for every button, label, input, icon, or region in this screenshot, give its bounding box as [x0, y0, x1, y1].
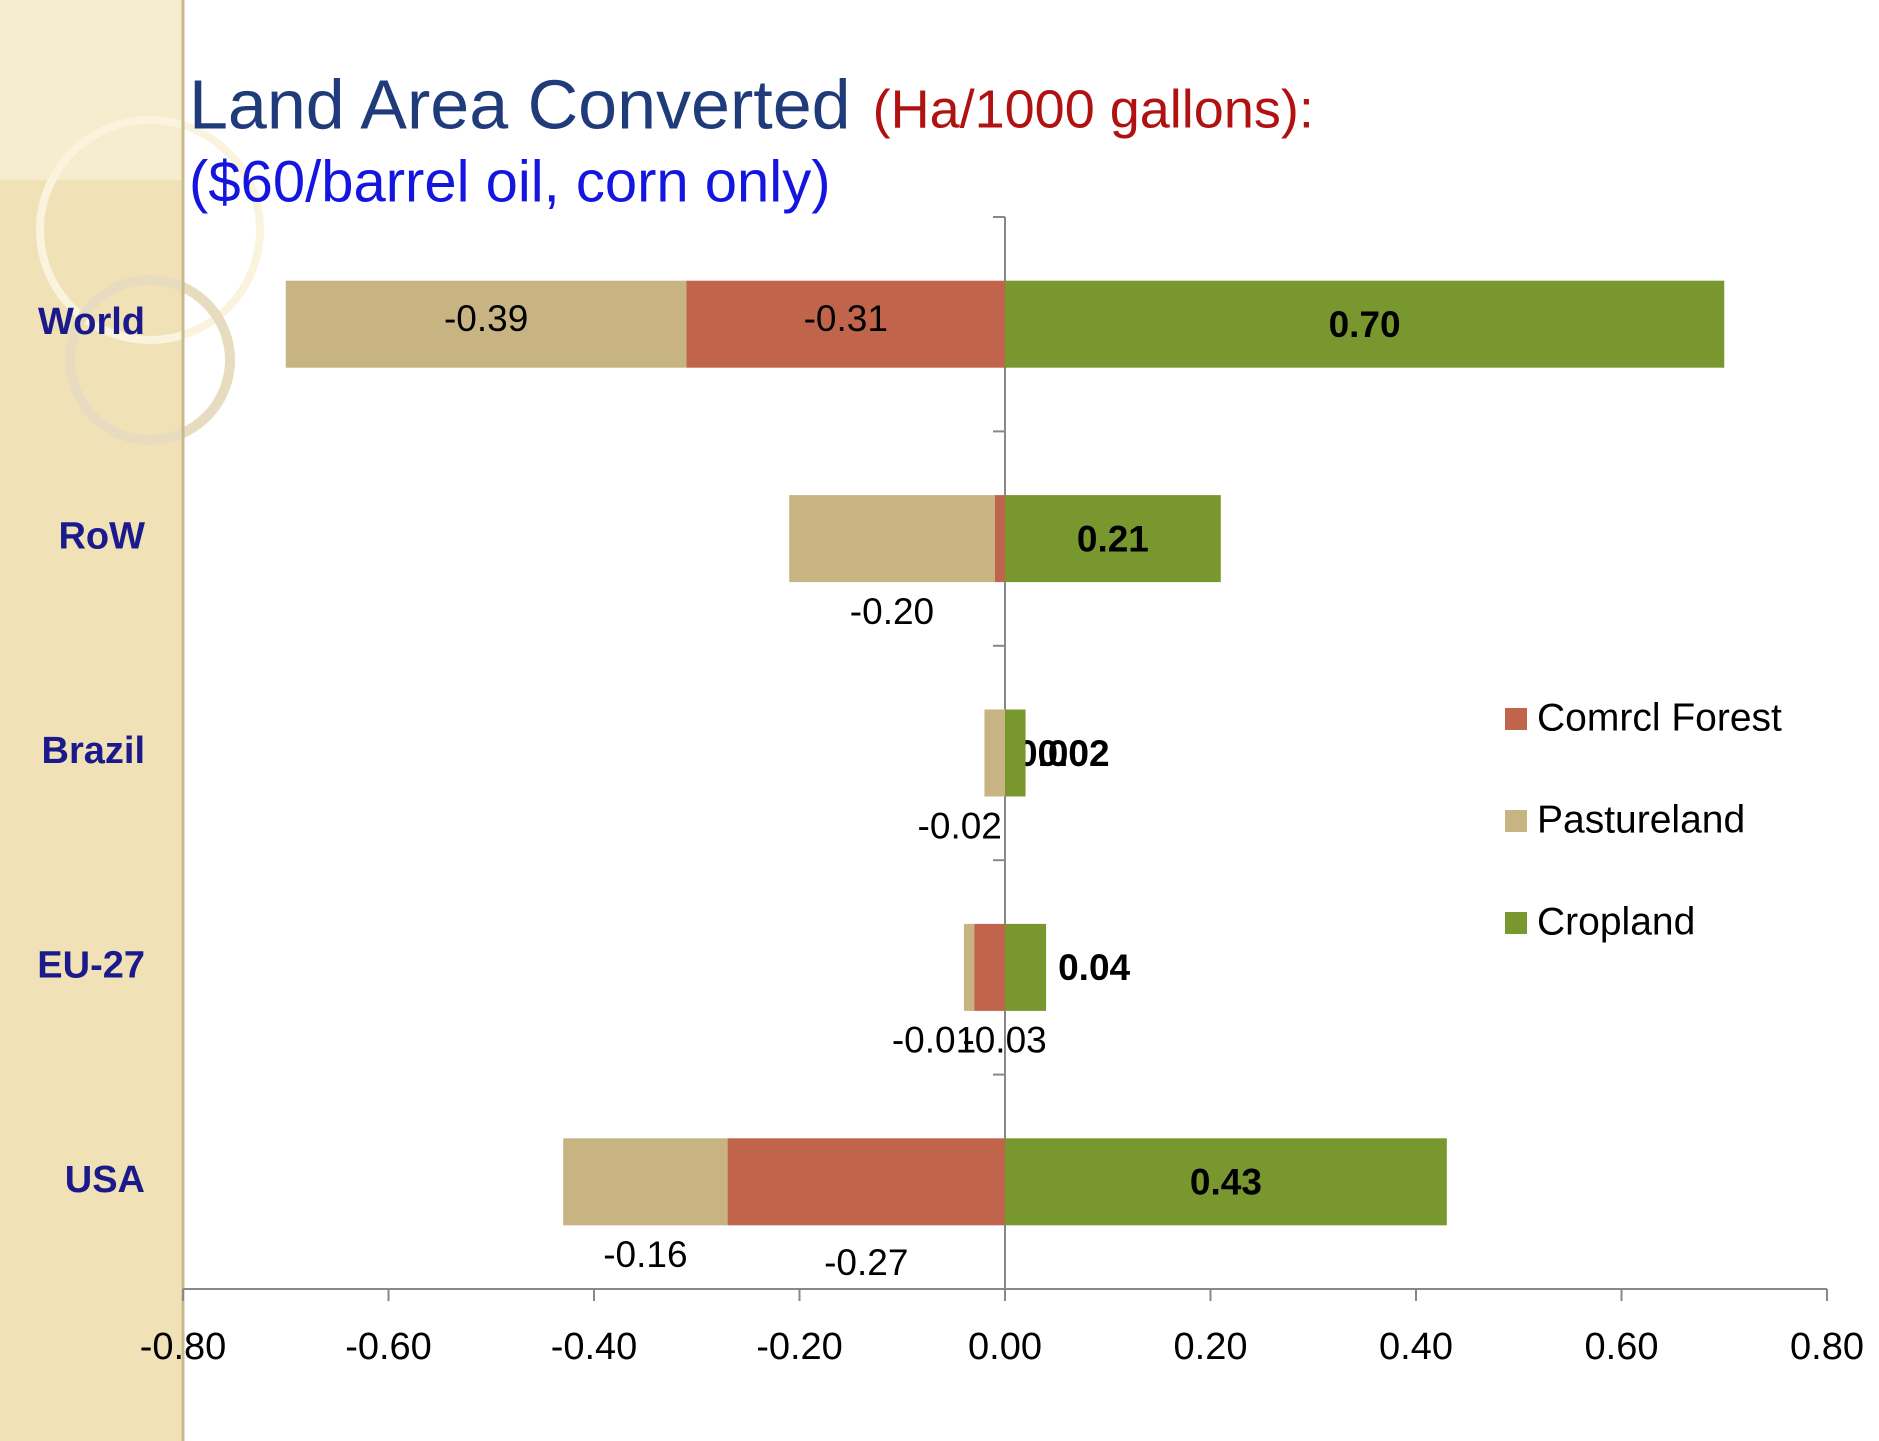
x-tick-label: -0.20: [756, 1326, 843, 1368]
title-units: (Ha/1000 gallons):: [873, 79, 1314, 139]
bar-segment: [1005, 924, 1046, 1011]
bar-segment: [1005, 710, 1026, 797]
x-tick-label: 0.60: [1585, 1326, 1659, 1368]
legend-label: Cropland: [1537, 900, 1695, 943]
bar-segment: [974, 924, 1005, 1011]
chart-title: Land Area Converted: [189, 65, 851, 143]
x-tick-label: 0.80: [1790, 1326, 1864, 1368]
category-label: World: [38, 301, 145, 343]
chart-subtitle: ($60/barrel oil, corn only): [189, 149, 831, 214]
legend-swatch: [1505, 708, 1527, 730]
category-label: USA: [65, 1159, 145, 1201]
data-label: -0.02: [918, 805, 1002, 846]
x-tick-label: 0.20: [1174, 1326, 1248, 1368]
x-tick-label: 0.40: [1379, 1326, 1453, 1368]
category-label: RoW: [58, 516, 145, 558]
data-label: 0.70: [1329, 304, 1401, 345]
legend-label: Pastureland: [1537, 798, 1745, 841]
data-label: -0.39: [444, 298, 528, 339]
legend-label: Comrcl Forest: [1537, 696, 1782, 739]
data-label: 0.21: [1077, 518, 1149, 559]
bar-segment: [964, 924, 974, 1011]
x-tick-label: -0.60: [345, 1326, 432, 1368]
bar-segment: [563, 1138, 727, 1225]
data-label: -0.20: [850, 591, 934, 632]
data-label: -0.27: [824, 1242, 908, 1283]
side-strip-top: [0, 0, 183, 180]
legend-swatch: [1505, 912, 1527, 934]
x-tick-label: 0.00: [968, 1326, 1042, 1368]
data-label: -0.16: [603, 1234, 687, 1275]
category-label: Brazil: [42, 730, 145, 772]
category-label: EU-27: [37, 944, 145, 986]
chart: Land Area Converted (Ha/1000 gallons): (…: [0, 0, 1879, 1441]
bar-segment: [789, 495, 995, 582]
legend-swatch: [1505, 810, 1527, 832]
bar-segment: [995, 495, 1005, 582]
bar-segment: [984, 710, 1005, 797]
data-label: 0.04: [1058, 947, 1130, 988]
data-label: 0.43: [1190, 1162, 1262, 1203]
bar-segment: [728, 1138, 1005, 1225]
page: Land Area Converted (Ha/1000 gallons): (…: [0, 0, 1879, 1441]
data-label: -0.01: [892, 1020, 976, 1061]
x-tick-label: -0.40: [551, 1326, 638, 1368]
data-label: -0.31: [804, 298, 888, 339]
x-tick-label: -0.80: [140, 1326, 227, 1368]
side-strip: [0, 0, 183, 1441]
data-label: 0.02: [1038, 733, 1110, 774]
